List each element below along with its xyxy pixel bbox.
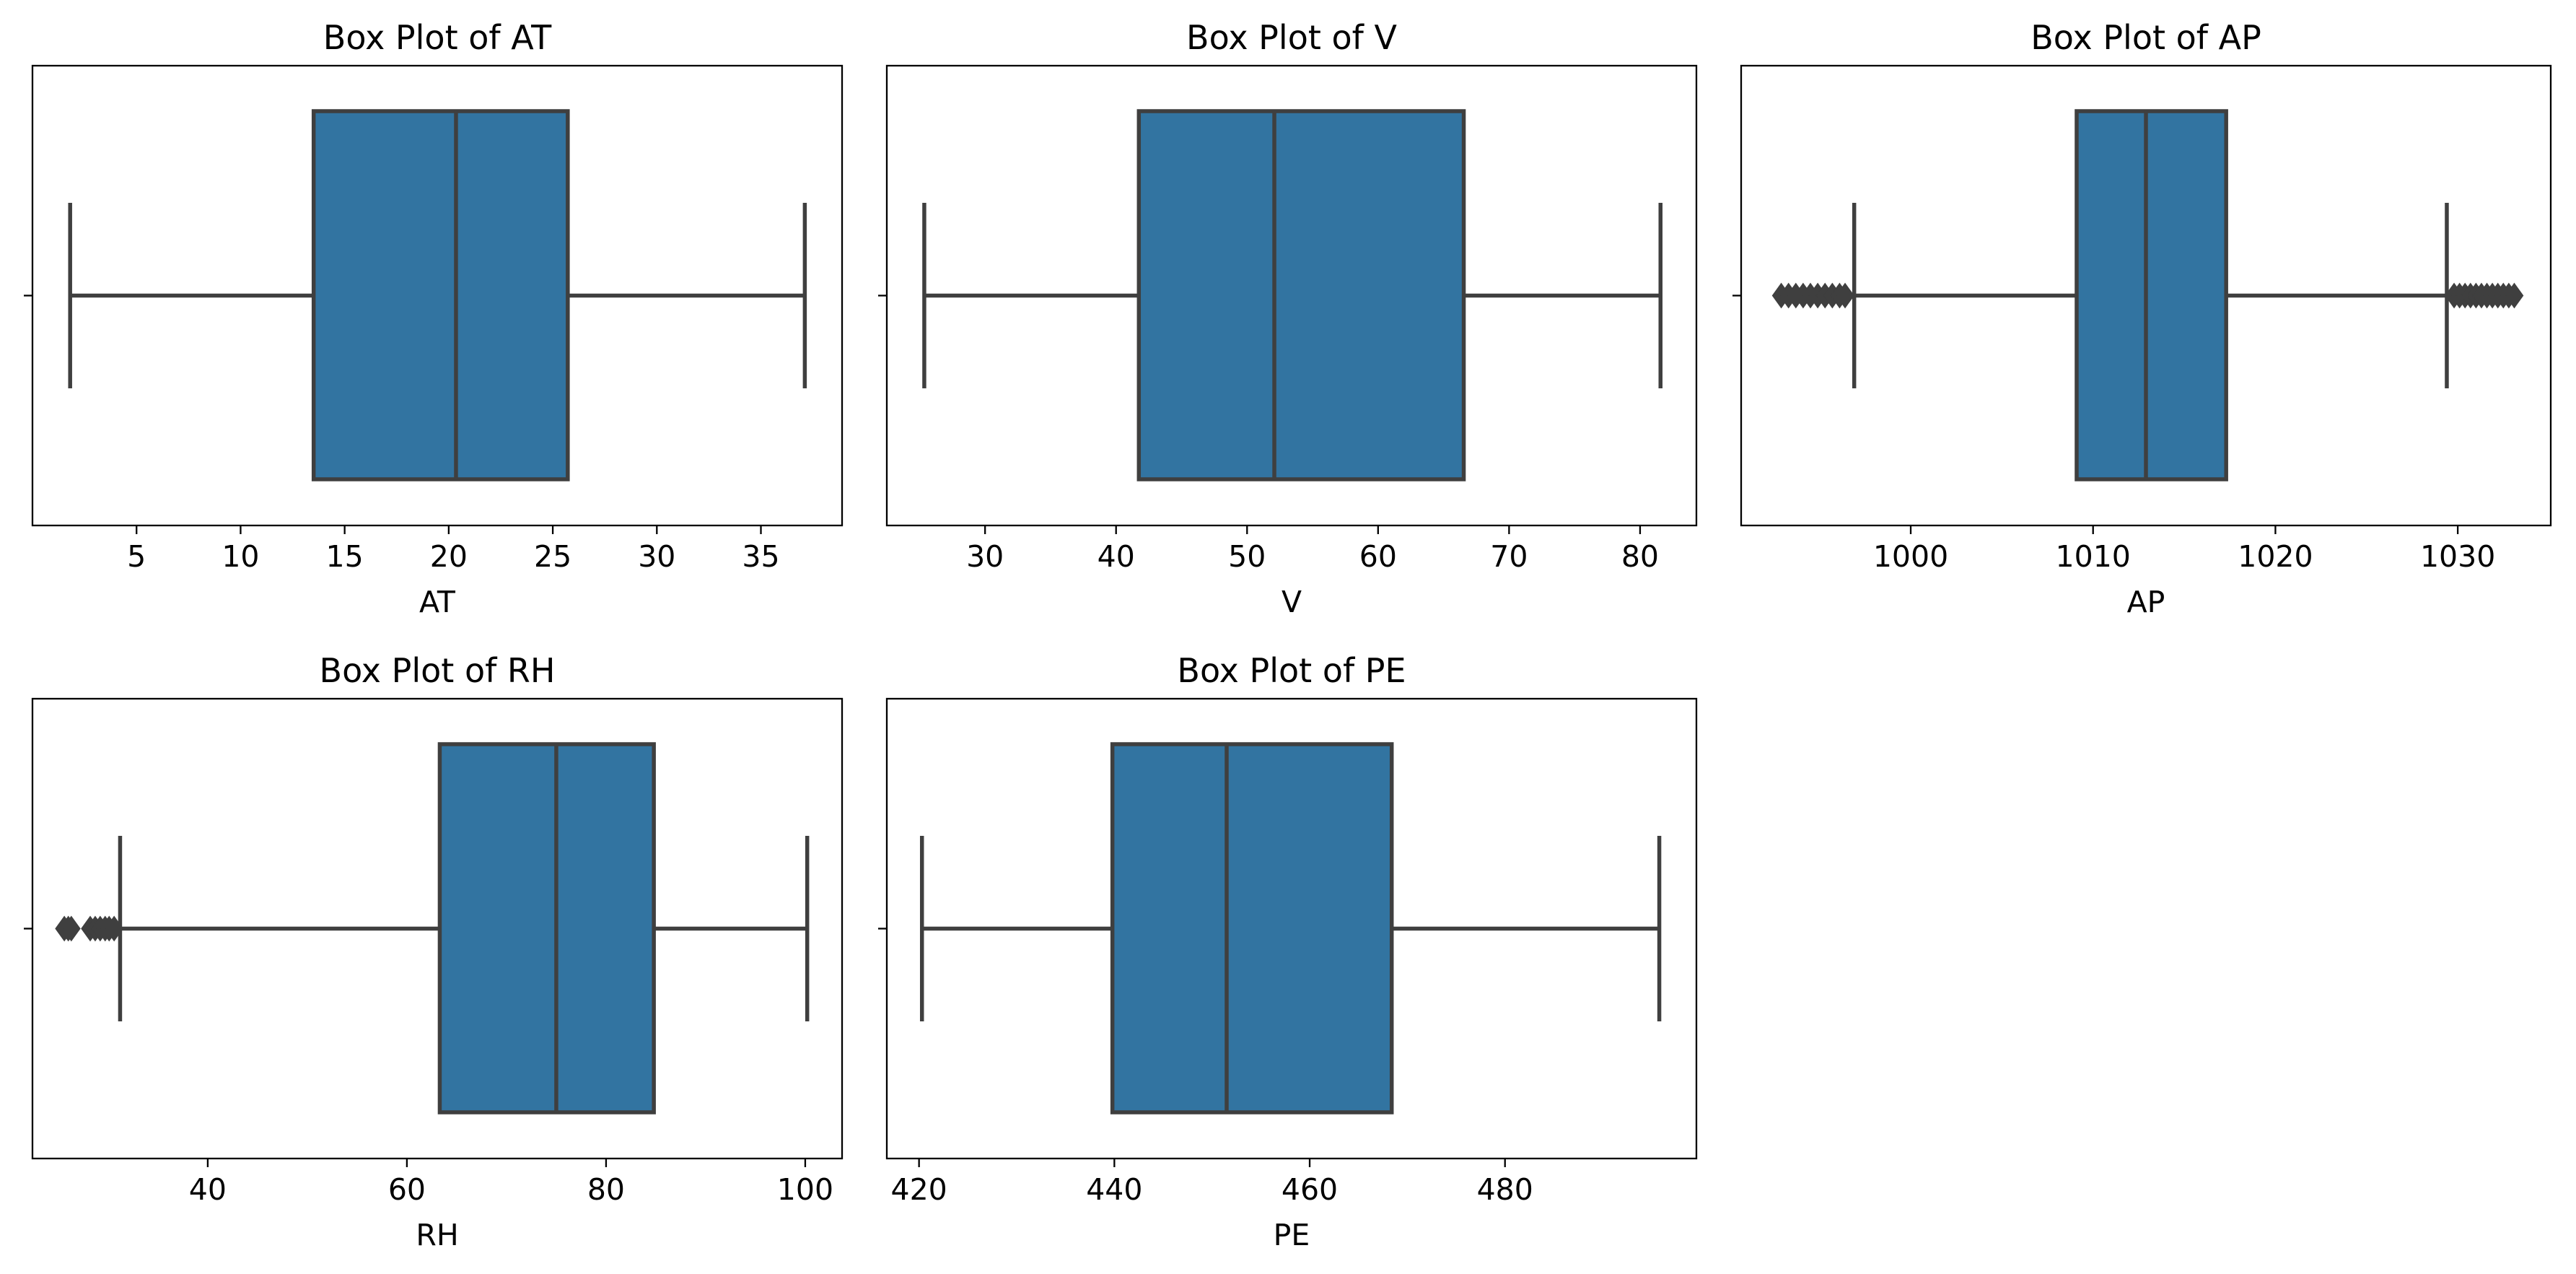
chart-title: Box Plot of AT xyxy=(323,18,552,57)
x-axis: 5 10 15 20 25 30 35 xyxy=(127,525,780,574)
x-tick-label: 480 xyxy=(1477,1172,1533,1207)
subplot-v: Box Plot of V 30 40 50 60 70 80 V xyxy=(878,18,1698,619)
outlier-point xyxy=(2505,282,2524,309)
x-axis-label: PE xyxy=(1274,1218,1310,1252)
subplot-pe: Box Plot of PE 420 440 460 480 PE xyxy=(878,651,1698,1252)
plot-area xyxy=(55,742,810,1114)
x-axis: 40 60 80 100 xyxy=(189,1159,833,1207)
plot-area xyxy=(1771,109,2524,481)
x-tick-label: 440 xyxy=(1086,1172,1142,1207)
plot-area xyxy=(922,109,1663,481)
x-tick-label: 1000 xyxy=(1873,539,1948,574)
x-tick-label: 80 xyxy=(587,1172,625,1207)
x-tick-label: 15 xyxy=(326,539,364,574)
iqr-box xyxy=(2075,109,2228,481)
x-tick-label: 100 xyxy=(777,1172,833,1207)
x-tick-label: 80 xyxy=(1621,539,1659,574)
x-axis-label: AT xyxy=(419,585,456,619)
chart-title: Box Plot of PE xyxy=(1177,651,1406,690)
chart-title: Box Plot of RH xyxy=(320,651,556,690)
subplot-at: Box Plot of AT 5 10 15 20 25 30 35 AT xyxy=(24,18,844,619)
x-tick-label: 40 xyxy=(1098,539,1135,574)
x-tick-label: 1020 xyxy=(2238,539,2313,574)
x-axis-label: V xyxy=(1282,585,1302,619)
x-tick-label: 60 xyxy=(388,1172,426,1207)
x-axis: 420 440 460 480 xyxy=(891,1159,1533,1207)
x-tick-label: 1010 xyxy=(2056,539,2131,574)
iqr-box xyxy=(311,109,570,481)
x-tick-label: 5 xyxy=(127,539,146,574)
x-tick-label: 1030 xyxy=(2420,539,2495,574)
outlier-point xyxy=(61,915,81,942)
subplot-ap: Box Plot of AP 1000 1010 1020 1030 AP xyxy=(1732,18,2552,619)
x-axis-label: AP xyxy=(2127,585,2165,619)
x-tick-label: 30 xyxy=(638,539,675,574)
iqr-box xyxy=(1110,742,1394,1114)
iqr-box xyxy=(1136,109,1466,481)
plot-area xyxy=(68,109,807,481)
outlier-point xyxy=(1836,282,1854,309)
x-tick-label: 10 xyxy=(222,539,259,574)
iqr-box xyxy=(437,742,656,1114)
outlier-point xyxy=(105,915,124,942)
chart-title: Box Plot of AP xyxy=(2030,18,2261,57)
x-tick-label: 70 xyxy=(1490,539,1528,574)
chart-title: Box Plot of V xyxy=(1186,18,1397,57)
x-tick-label: 420 xyxy=(891,1172,947,1207)
x-tick-label: 35 xyxy=(742,539,779,574)
x-tick-label: 60 xyxy=(1359,539,1397,574)
x-tick-label: 20 xyxy=(430,539,468,574)
x-tick-label: 30 xyxy=(966,539,1004,574)
x-axis: 30 40 50 60 70 80 xyxy=(966,525,1659,574)
x-tick-label: 40 xyxy=(189,1172,227,1207)
subplot-rh: Box Plot of RH 40 60 80 100 RH xyxy=(24,651,844,1252)
x-tick-label: 460 xyxy=(1282,1172,1338,1207)
plot-area xyxy=(919,742,1662,1114)
x-tick-label: 25 xyxy=(534,539,571,574)
x-tick-label: 50 xyxy=(1228,539,1266,574)
x-axis: 1000 1010 1020 1030 xyxy=(1873,525,2495,574)
x-axis-label: RH xyxy=(416,1218,458,1252)
